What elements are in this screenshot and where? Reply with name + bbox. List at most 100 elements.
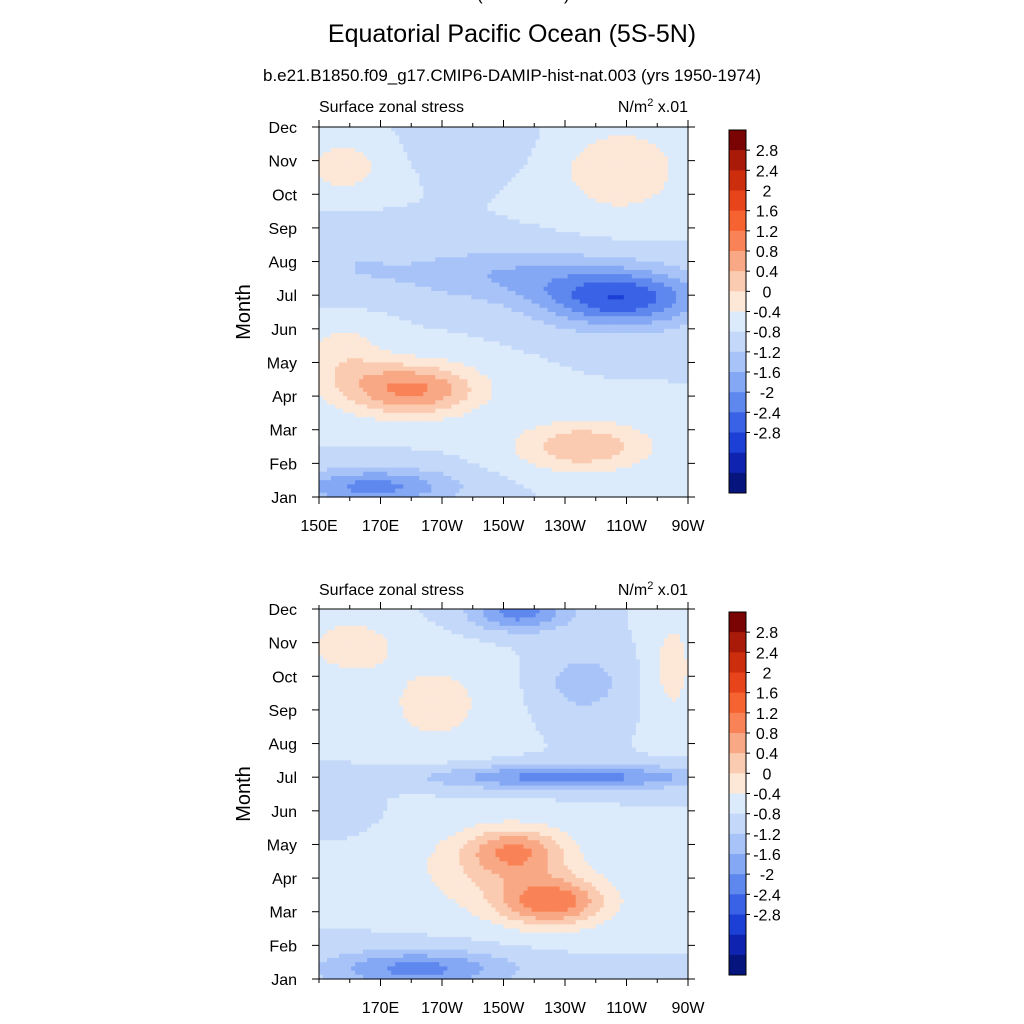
field-cell	[319, 333, 324, 338]
field-cell	[403, 203, 408, 208]
field-cell	[580, 190, 585, 195]
field-cell	[620, 350, 625, 355]
field-cell	[572, 274, 577, 279]
field-cell	[487, 308, 492, 313]
field-cell	[483, 274, 488, 279]
field-cell	[495, 341, 500, 346]
field-cell	[367, 278, 372, 283]
field-cell	[516, 270, 521, 275]
field-cell	[620, 236, 625, 241]
field-cell	[528, 299, 533, 304]
field-cell	[403, 253, 408, 258]
field-cell	[516, 291, 521, 296]
field-cell	[491, 207, 496, 212]
field-cell	[560, 257, 565, 262]
field-cell	[624, 211, 629, 216]
field-cell	[411, 186, 416, 191]
field-cell	[532, 287, 537, 292]
field-cell	[495, 320, 500, 325]
field-cell	[600, 350, 605, 355]
field-cell	[443, 249, 448, 254]
field-cell	[652, 131, 657, 136]
field-cell	[323, 152, 328, 157]
field-cell	[319, 249, 324, 254]
field-cell	[612, 144, 617, 149]
field-cell	[435, 278, 440, 283]
field-cell	[644, 274, 649, 279]
field-cell	[471, 320, 476, 325]
field-cell	[588, 333, 593, 338]
field-cell	[351, 274, 356, 279]
field-cell	[640, 350, 645, 355]
field-cell	[331, 316, 336, 321]
field-cell	[592, 350, 597, 355]
field-cell	[363, 236, 368, 241]
field-cell	[596, 215, 601, 220]
field-cell	[387, 283, 392, 288]
field-cell	[339, 194, 344, 199]
field-cell	[652, 224, 657, 229]
field-cell	[544, 215, 549, 220]
field-cell	[391, 148, 396, 153]
field-cell	[467, 295, 472, 300]
field-cell	[504, 156, 509, 161]
field-cell	[391, 207, 396, 212]
field-cell	[335, 198, 340, 203]
field-cell	[399, 203, 404, 208]
field-cell	[331, 144, 336, 149]
field-cell	[652, 304, 657, 309]
field-cell	[323, 241, 328, 246]
field-cell	[576, 236, 581, 241]
field-cell	[363, 274, 368, 279]
field-cell	[443, 341, 448, 346]
field-cell	[407, 283, 412, 288]
field-cell	[415, 241, 420, 246]
field-cell	[483, 173, 488, 178]
field-cell	[415, 253, 420, 258]
field-cell	[431, 320, 436, 325]
field-cell	[640, 203, 645, 208]
field-cell	[407, 329, 412, 334]
field-cell	[347, 173, 352, 178]
field-cell	[359, 148, 364, 153]
field-cell	[672, 337, 677, 342]
field-cell	[636, 304, 641, 309]
field-cell	[479, 341, 484, 346]
field-cell	[508, 278, 513, 283]
field-cell	[471, 215, 476, 220]
field-cell	[552, 220, 557, 225]
field-cell	[648, 257, 653, 262]
field-cell	[544, 266, 549, 271]
field-cell	[512, 148, 517, 153]
field-cell	[612, 241, 617, 246]
field-cell	[508, 127, 513, 132]
field-cell	[419, 320, 424, 325]
field-cell	[512, 207, 517, 212]
field-cell	[584, 253, 589, 258]
field-cell	[499, 257, 504, 262]
field-cell	[660, 245, 665, 250]
field-cell	[331, 182, 336, 187]
field-cell	[475, 291, 480, 296]
field-cell	[612, 173, 617, 178]
field-cell	[604, 131, 609, 136]
field-cell	[327, 320, 332, 325]
field-cell	[495, 144, 500, 149]
field-cell	[624, 127, 629, 132]
field-cell	[435, 346, 440, 351]
panel-1: JanFebMarAprMayJunJulAugSepOctNovDec150E…	[233, 97, 781, 535]
field-cell	[455, 262, 460, 267]
field-cell	[552, 165, 557, 170]
field-cell	[668, 169, 673, 174]
field-cell	[584, 278, 589, 283]
field-cell	[419, 169, 424, 174]
field-cell	[600, 274, 605, 279]
field-cell	[524, 228, 529, 233]
field-cell	[664, 270, 669, 275]
field-cell	[552, 232, 557, 237]
field-cell	[455, 320, 460, 325]
field-cell	[391, 287, 396, 292]
field-cell	[636, 228, 641, 233]
field-cell	[608, 211, 613, 216]
field-cell	[495, 165, 500, 170]
